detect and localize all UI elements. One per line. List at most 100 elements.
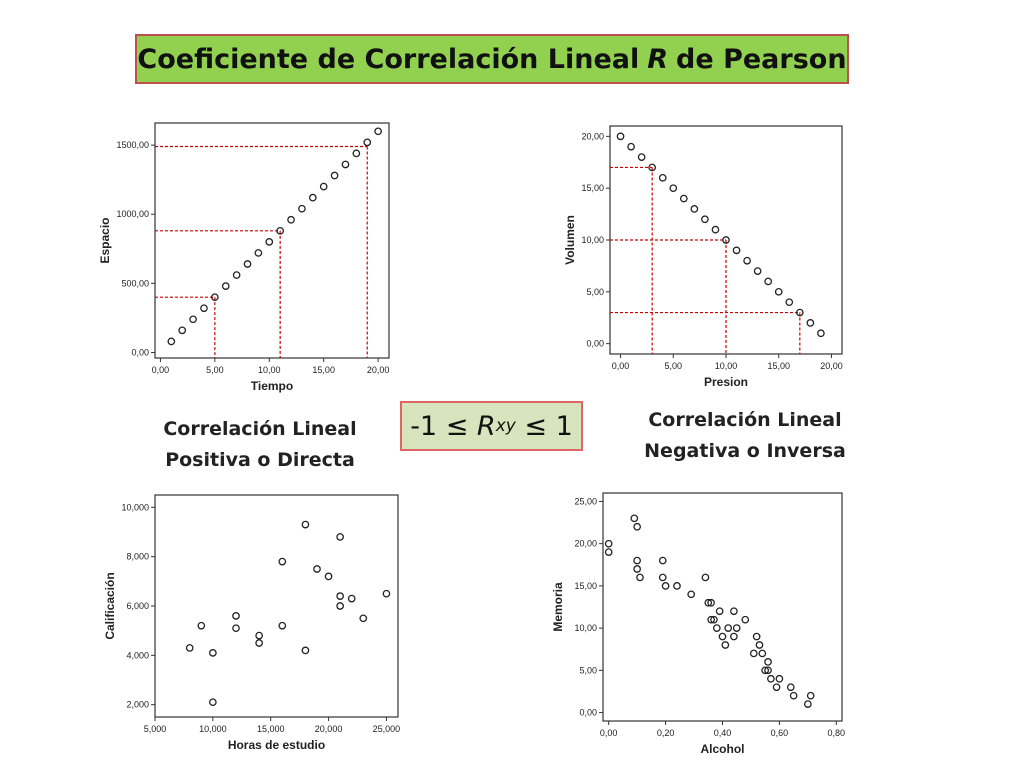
- x-axis-label: Alcohol: [701, 742, 745, 756]
- chart-svg-negative: 0,00 5,00 10,00 15,00 20,00 0,00 5,00 10,00 15,0…: [563, 125, 843, 389]
- caption-positive-line2: Positiva o Directa: [165, 449, 355, 471]
- data-point: [637, 153, 646, 161]
- data-point: [200, 304, 208, 313]
- x-tick-label: 0,20: [657, 728, 675, 738]
- data-point: [767, 674, 775, 683]
- y-tick-label: 20,00: [574, 539, 597, 549]
- data-point: [633, 565, 641, 573]
- data-point: [636, 573, 644, 582]
- title-text-post: de Pearson: [676, 43, 847, 75]
- data-point: [690, 205, 699, 213]
- data-point: [189, 315, 197, 324]
- data-point: [232, 271, 241, 279]
- data-point: [764, 658, 772, 666]
- data-point: [209, 698, 217, 707]
- data-point: [630, 514, 639, 523]
- data-point: [287, 215, 295, 224]
- x-tick-label: 20,00: [820, 361, 843, 371]
- y-tick-label: 6,000: [126, 601, 149, 611]
- plot-frame: [154, 494, 399, 718]
- caption-positive-line1: Correlación Lineal: [163, 418, 357, 440]
- data-point: [775, 674, 784, 683]
- x-tick-label: 10,00: [715, 361, 738, 371]
- data-point: [178, 326, 187, 335]
- data-point: [308, 193, 317, 202]
- data-point: [687, 590, 696, 599]
- formula-right: ≤ 1: [524, 410, 573, 442]
- chart-positive-correlation: 0,00 5,00 10,00 15,00 20,00 0,00 500,00 1000,00…: [95, 118, 395, 400]
- data-point: [313, 565, 321, 573]
- data-point: [786, 683, 795, 692]
- data-point: [755, 641, 764, 649]
- x-axis-label: Horas de estudio: [228, 738, 325, 752]
- x-tick-label: 20,000: [315, 724, 343, 734]
- x-tick-label: 15,00: [312, 365, 335, 375]
- x-tick-label: 10,00: [258, 365, 281, 375]
- data-point: [167, 337, 176, 346]
- y-tick-label: 15,00: [581, 183, 604, 193]
- data-point: [221, 282, 230, 290]
- data-point: [255, 639, 263, 647]
- caption-negative: Correlación Lineal Negativa o Inversa: [635, 405, 855, 467]
- x-tick-label: 20,00: [367, 365, 390, 375]
- x-tick-label: 0,60: [771, 728, 789, 738]
- data-point: [785, 298, 794, 307]
- x-tick-label: 25,000: [373, 724, 401, 734]
- y-tick-label: 8,000: [126, 552, 149, 562]
- x-axis-label: Tiempo: [251, 379, 293, 393]
- chart-alcohol-memory: 0,00 0,20 0,40 0,60 0,80 0,00 5,00 10,00 15,00 20…: [548, 485, 848, 763]
- data-point: [633, 556, 641, 565]
- caption-negative-line1: Correlación Lineal: [648, 409, 842, 431]
- data-point: [722, 236, 730, 244]
- y-tick-label: 25,00: [574, 496, 597, 506]
- data-point: [382, 589, 391, 598]
- data-point: [721, 641, 730, 649]
- data-point: [701, 573, 710, 582]
- data-point: [276, 226, 285, 235]
- data-point: [741, 615, 750, 624]
- x-tick-label: 0,40: [714, 728, 732, 738]
- chart-negative-correlation: 0,00 5,00 10,00 15,00 20,00 0,00 5,00 10,00 15,0…: [560, 118, 850, 390]
- data-point: [707, 615, 715, 624]
- data-point: [363, 138, 372, 147]
- y-axis-label: Espacio: [98, 217, 112, 263]
- title-text-r: R: [647, 43, 669, 75]
- data-point: [255, 631, 263, 640]
- slide-title: Coeficiente de Correlación Lineal R de P…: [135, 34, 849, 84]
- formula-symbol: R: [476, 410, 496, 442]
- data-point: [232, 612, 240, 620]
- data-point: [718, 632, 727, 641]
- data-point: [764, 666, 772, 675]
- data-point: [669, 184, 678, 193]
- x-tick-label: 10,000: [199, 724, 227, 734]
- data-point: [232, 624, 240, 633]
- data-point: [265, 238, 274, 246]
- data-point: [658, 573, 667, 582]
- y-tick-label: 4,000: [126, 650, 149, 660]
- y-tick-label: 10,00: [581, 235, 604, 245]
- data-point: [730, 607, 738, 616]
- data-point: [648, 163, 657, 172]
- data-point: [707, 598, 715, 607]
- data-point: [673, 582, 681, 590]
- data-point: [374, 127, 382, 136]
- data-point: [804, 700, 812, 708]
- data-point: [701, 215, 709, 224]
- title-text-pre: Coeficiente de Correlación Lineal: [137, 43, 640, 75]
- data-point: [806, 691, 815, 700]
- x-tick-label: 0,00: [600, 728, 618, 738]
- data-point: [336, 602, 344, 610]
- y-tick-label: 20,00: [581, 131, 604, 141]
- data-point: [278, 557, 287, 566]
- data-point: [743, 256, 751, 265]
- data-point: [732, 246, 741, 255]
- data-point: [679, 194, 688, 203]
- data-point: [752, 632, 761, 641]
- data-point: [817, 329, 825, 338]
- data-point: [732, 624, 741, 632]
- chart-svg-alcohol: 0,00 0,20 0,40 0,60 0,80 0,00 5,00 10,00 15,00 20…: [551, 492, 845, 756]
- data-point: [749, 649, 758, 658]
- plot-frame: [602, 492, 843, 722]
- data-point: [658, 173, 667, 182]
- y-tick-label: 1500,00: [116, 140, 149, 150]
